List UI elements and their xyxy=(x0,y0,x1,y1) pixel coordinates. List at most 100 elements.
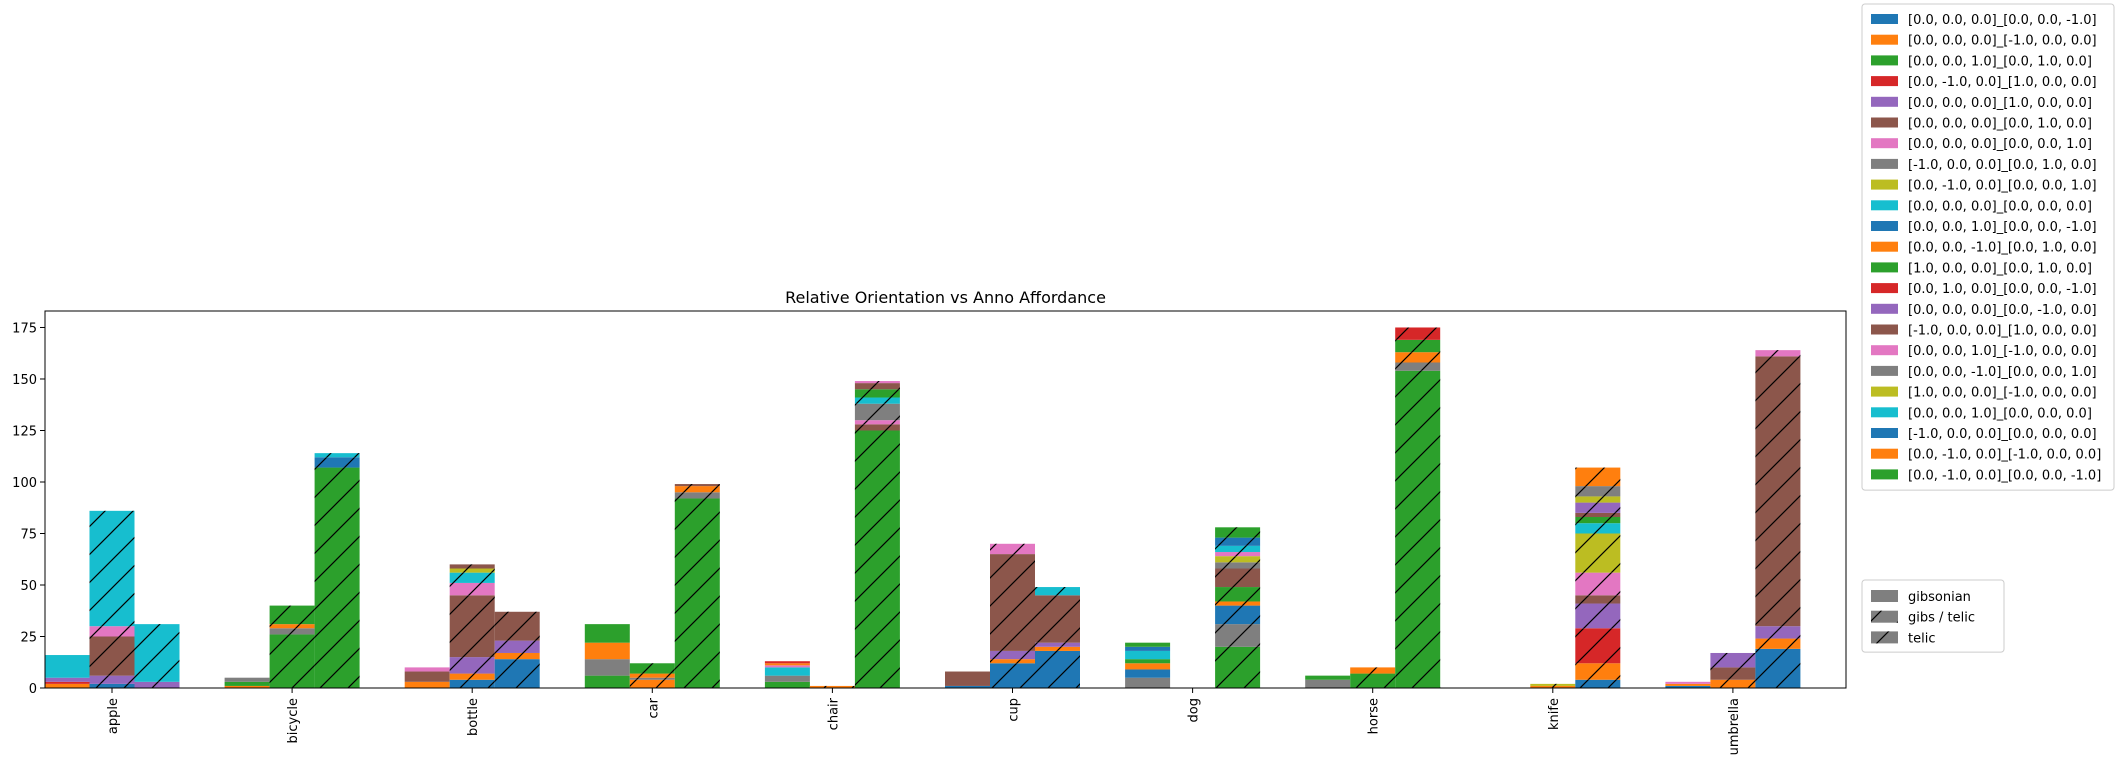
legend-label: [0.0, 0.0, 1.0]_[0.0, 1.0, 0.0] xyxy=(1908,54,2092,69)
legend-swatch xyxy=(1871,386,1898,397)
bar-hatch-apple-2-1 xyxy=(134,624,180,682)
bar-hatch-car-2-3 xyxy=(674,484,720,487)
group-swatch-hatch xyxy=(1871,610,1898,623)
bar-hatch-knife-2-13 xyxy=(1575,467,1621,487)
bar-hatch-horse-2-4 xyxy=(1395,327,1441,340)
bar-hatch-bicycle-1-2 xyxy=(269,624,315,629)
legend-swatch xyxy=(1871,76,1898,87)
x-tick-label: knife xyxy=(1547,698,1562,730)
bar-hatch-cup-2-2 xyxy=(1035,642,1080,647)
bar-hatch-apple-1-1 xyxy=(89,675,135,684)
bar-hatch-umbrella-1-1 xyxy=(1710,667,1756,680)
legend-label: [0.0, 0.0, 0.0]_[-1.0, 0.0, 0.0] xyxy=(1908,34,2097,49)
legend-swatch xyxy=(1871,448,1898,459)
bar-hatch-umbrella-2-4 xyxy=(1755,350,1801,357)
x-tick-label: umbrella xyxy=(1727,698,1742,755)
bar-hatch-horse-2-1 xyxy=(1395,362,1441,371)
bar-hatch-apple-1-2 xyxy=(89,636,135,676)
bar-segment-apple-0-3 xyxy=(44,655,90,678)
bar-segment-cup-0-0 xyxy=(945,685,990,688)
legend-swatch xyxy=(1871,428,1898,438)
bar-segment-dog-0-1 xyxy=(1125,669,1171,678)
bar-hatch-bicycle-1-0 xyxy=(269,634,315,688)
legend-swatch xyxy=(1871,303,1898,314)
bar-segment-car-0-1 xyxy=(584,659,630,676)
bar-segment-dog-0-0 xyxy=(1125,677,1171,688)
bar-hatch-cup-1-1 xyxy=(990,659,1035,664)
bar-hatch-knife-2-3 xyxy=(1575,603,1621,629)
bar-hatch-umbrella-1-2 xyxy=(1710,652,1756,668)
bar-hatch-bottle-1-6 xyxy=(449,568,495,573)
legend-swatch xyxy=(1871,365,1898,376)
legend-label: [0.0, 0.0, 0.0]_[0.0, 0.0, -1.0] xyxy=(1908,13,2097,28)
x-tick-label: chair xyxy=(826,697,841,730)
legend-label: [0.0, -1.0, 0.0]_[-1.0, 0.0, 0.0] xyxy=(1908,448,2101,463)
bar-hatch-bicycle-2-1 xyxy=(314,457,360,468)
legend-label: [-1.0, 0.0, 0.0]_[0.0, 0.0, 0.0] xyxy=(1908,427,2097,442)
bar-hatch-bottle-1-2 xyxy=(449,657,495,674)
bar-segment-umbrella-0-0 xyxy=(1665,685,1711,688)
bar-hatch-cup-2-4 xyxy=(1035,587,1080,596)
bar-segment-dog-0-4 xyxy=(1125,650,1171,660)
legend-swatch xyxy=(1871,241,1898,252)
legend-label: [1.0, 0.0, 0.0]_[-1.0, 0.0, 0.0] xyxy=(1908,386,2097,401)
y-tick-label: 50 xyxy=(20,579,37,594)
bar-hatch-knife-2-1 xyxy=(1575,663,1621,680)
bar-hatch-bottle-2-1 xyxy=(494,652,540,660)
legend-label: [0.0, 0.0, -1.0]_[0.0, 1.0, 0.0] xyxy=(1908,241,2097,256)
x-tick-label: bicycle xyxy=(286,698,301,743)
legend-swatch xyxy=(1871,345,1898,356)
legend-swatch xyxy=(1871,96,1898,107)
bar-hatch-bottle-2-2 xyxy=(494,640,540,653)
bar-hatch-bicycle-2-0 xyxy=(314,467,360,688)
bar-segment-chair-0-1 xyxy=(764,675,810,682)
bar-hatch-apple-1-0 xyxy=(89,683,135,688)
bar-segment-chair-0-0 xyxy=(764,681,810,688)
bar-segment-dog-0-5 xyxy=(1125,646,1171,651)
legend-label: [0.0, 0.0, 0.0]_[1.0, 0.0, 0.0] xyxy=(1908,96,2092,111)
bar-hatch-knife-2-0 xyxy=(1575,679,1621,688)
legend-swatch xyxy=(1871,469,1898,480)
legend-label: [0.0, 0.0, 0.0]_[0.0, -1.0, 0.0] xyxy=(1908,303,2097,318)
bar-hatch-chair-2-0 xyxy=(854,430,900,688)
bar-hatch-knife-2-10 xyxy=(1575,502,1621,513)
bar-segment-bottle-0-2 xyxy=(404,667,450,672)
bar-segment-cup-0-1 xyxy=(945,671,990,686)
y-axis: 0 25 50 75 100 125 150 175 xyxy=(12,321,45,697)
legend-swatch xyxy=(1871,34,1898,45)
bar-hatch-chair-2-3 xyxy=(854,403,900,421)
bar-segment-bottle-0-1 xyxy=(404,671,450,682)
bar-segment-horse-0-0 xyxy=(1305,679,1351,688)
legend-swatch xyxy=(1871,283,1898,294)
bar-segment-chair-0-4 xyxy=(764,663,810,666)
bar-hatch-horse-2-0 xyxy=(1395,370,1441,688)
legend-label: [0.0, -1.0, 0.0]_[0.0, 0.0, 1.0] xyxy=(1908,179,2097,194)
chart-title: Relative Orientation vs Anno Affordance xyxy=(785,288,1106,307)
bar-segment-bottle-0-0 xyxy=(404,681,450,688)
bar-hatch-horse-1-1 xyxy=(1350,667,1396,674)
bar-segment-dog-0-6 xyxy=(1125,642,1171,647)
group-legend-label: telic xyxy=(1908,631,1935,646)
bar-hatch-umbrella-2-2 xyxy=(1755,626,1801,639)
bar-hatch-horse-2-2 xyxy=(1395,352,1441,363)
group-legend: gibsonian gibs / telic telic xyxy=(1861,579,2005,653)
bar-hatch-cup-1-0 xyxy=(990,663,1035,688)
bar-segment-umbrella-0-1 xyxy=(1665,683,1711,686)
bar-hatch-apple-2-0 xyxy=(134,681,180,688)
bar-hatch-cup-2-3 xyxy=(1035,595,1080,643)
legend-swatch xyxy=(1871,14,1898,24)
bar-hatch-umbrella-2-3 xyxy=(1755,356,1801,627)
x-axis: apple bicycle bottle car chair cup dog horse kni… xyxy=(106,688,1742,755)
legend-swatch xyxy=(1871,407,1898,418)
bar-hatch-car-1-3 xyxy=(629,663,675,674)
bar-hatch-chair-1-0 xyxy=(809,685,855,688)
y-tick-label: 75 xyxy=(20,527,37,542)
bar-hatch-knife-2-5 xyxy=(1575,572,1621,596)
x-tick-label: bottle xyxy=(466,698,481,736)
bar-segment-car-0-2 xyxy=(584,642,630,660)
legend-label: [1.0, 0.0, 0.0]_[0.0, 1.0, 0.0] xyxy=(1908,261,2092,276)
bar-hatch-dog-2-7 xyxy=(1215,556,1261,563)
plot-frame xyxy=(44,310,1847,689)
legend-label: [-1.0, 0.0, 0.0]_[1.0, 0.0, 0.0] xyxy=(1908,324,2097,339)
bar-hatch-knife-2-2 xyxy=(1575,628,1621,664)
